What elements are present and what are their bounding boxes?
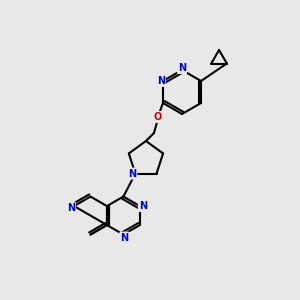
Text: O: O: [154, 112, 162, 122]
Text: N: N: [157, 76, 165, 86]
Text: N: N: [128, 169, 136, 178]
Text: N: N: [120, 232, 128, 243]
Text: N: N: [67, 203, 75, 213]
Text: N: N: [178, 63, 186, 73]
Text: N: N: [139, 201, 147, 211]
